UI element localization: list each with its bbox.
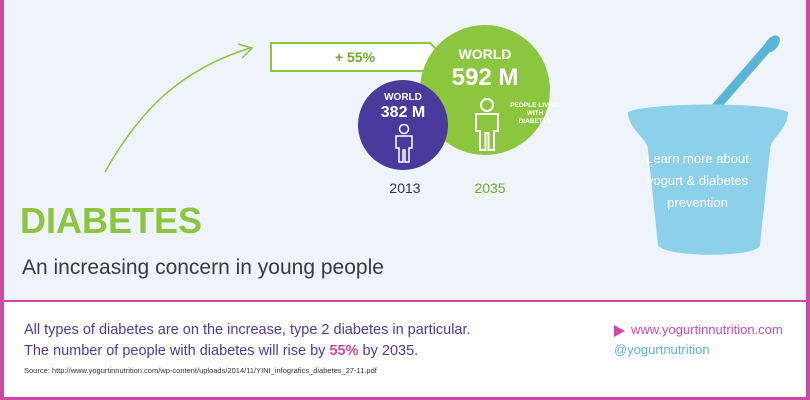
page-title: DIABETES [20,200,203,241]
social-handle[interactable]: @yogurtnutrition [614,342,710,357]
world-2035-label: WORLD [458,46,512,62]
footer-line-2-suffix: by 2035. [362,343,419,359]
footer-line-2-bold: 55% [329,343,359,359]
world-2013-label: WORLD [384,92,422,103]
website-link[interactable]: www.yogurtinnutrition.com [614,322,783,337]
world-2013-value: 382 M [380,104,426,121]
person-icon [475,98,499,151]
year-2035: 2035 [474,180,506,196]
website-link-text[interactable]: www.yogurtinnutrition.com [631,322,783,337]
person-icon [395,124,413,163]
frame-bottom [0,397,810,400]
frame-left [0,0,4,400]
year-2013: 2013 [389,180,421,196]
frame-right [806,0,810,400]
footer-line-2-prefix: The number of people with diabetes will … [24,343,326,359]
footer-line-2: The number of people with diabetes will … [24,341,594,362]
people-living-label: PEOPLE LIVING WITH DIABETES [510,102,560,125]
page-subtitle: An increasing concern in young people [22,256,384,279]
source-citation: Source: http://www.yogurtinnutrition.com… [24,366,377,375]
world-2035-value: 592 M [451,64,519,91]
learn-more-text[interactable]: Learn more about yogurt & diabetes preve… [646,151,749,210]
footer-body: All types of diabetes are on the increas… [24,320,594,362]
footer-line-1: All types of diabetes are on the increas… [24,322,471,338]
yogurt-cup-icon[interactable] [620,30,795,270]
triangle-bullet-icon [614,324,625,337]
curved-arrow-icon [104,43,254,173]
increase-percent: + 55% [334,49,376,65]
section-divider [0,300,810,302]
